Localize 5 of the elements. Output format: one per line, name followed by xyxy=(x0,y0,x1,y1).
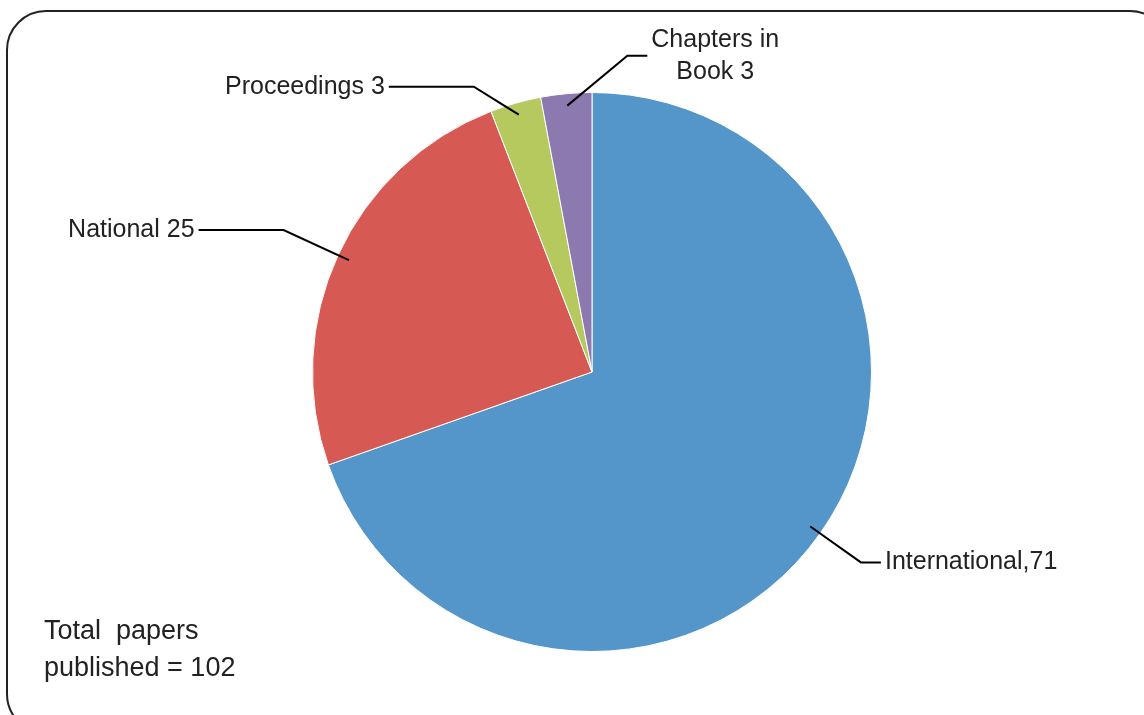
slice-label: International,71 xyxy=(884,546,1058,575)
slice-label: Chapters in Book 3 xyxy=(651,23,780,84)
slice-label: National 25 xyxy=(68,213,195,242)
text: Total papers published = 102 xyxy=(44,614,237,684)
slice-label: Proceedings 3 xyxy=(224,70,385,99)
